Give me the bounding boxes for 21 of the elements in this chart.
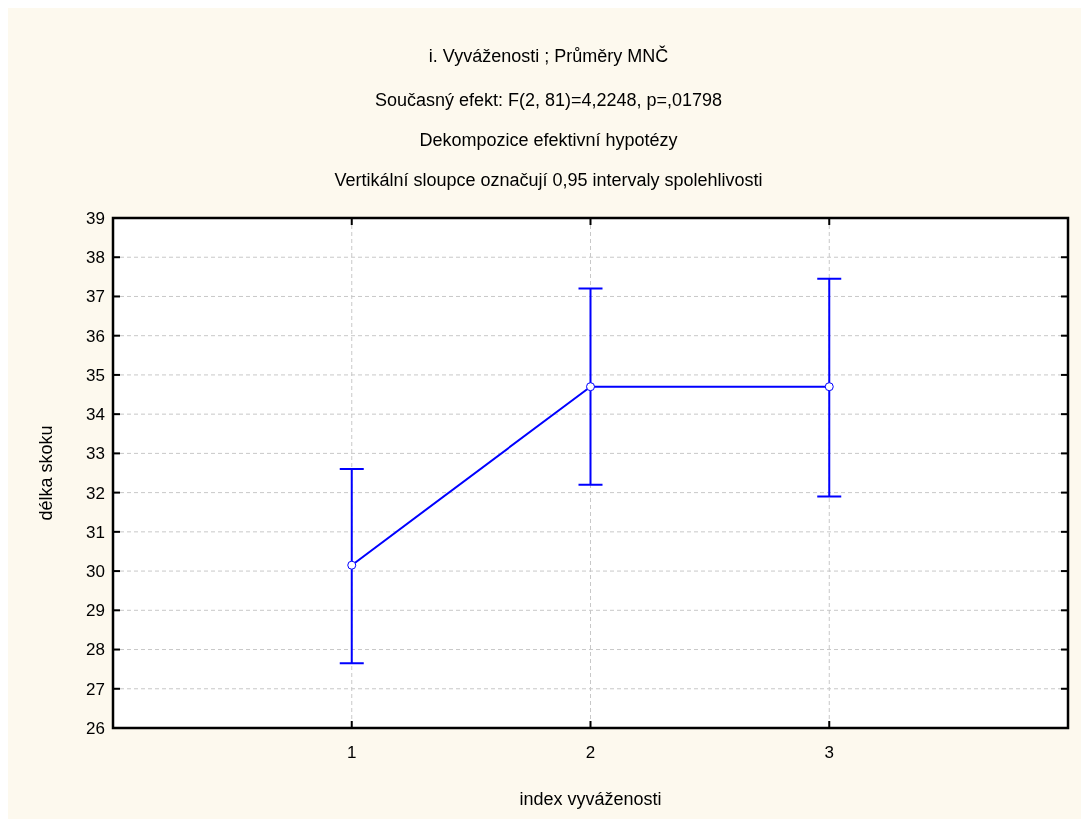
y-tick-label: 32 <box>86 483 105 503</box>
x-tick-label: 3 <box>824 743 834 762</box>
y-axis-title: délka skoku <box>36 425 56 521</box>
y-tick-label: 36 <box>86 326 105 346</box>
x-tick-label: 2 <box>585 743 596 762</box>
y-tick-label: 29 <box>86 601 105 621</box>
y-tick-label: 28 <box>86 640 105 660</box>
y-tick-label: 35 <box>86 365 105 385</box>
y-tick-label: 27 <box>86 679 105 699</box>
chart-subtitle: Současný efekt: F(2, 81)=4,2248, p=,01798 Dekompozice efektivní hypotézy Vertikální sloupce označují 0,95 intervaly spolehlivosti <box>334 90 763 190</box>
y-tick-label: 34 <box>86 405 105 425</box>
y-tick-label: 37 <box>86 287 105 307</box>
y-tick-label: 33 <box>86 444 105 464</box>
chart-title: i. Vyváženosti ; Průměry MNČ <box>428 45 669 66</box>
y-tick-label: 30 <box>86 562 105 582</box>
y-tick-label: 31 <box>86 522 105 542</box>
y-tick-label: 38 <box>86 248 105 268</box>
x-tick-label: 1 <box>347 743 357 762</box>
x-axis-title: index vyváženosti <box>519 789 662 809</box>
y-tick-label: 26 <box>86 718 105 738</box>
y-tick-label: 39 <box>86 208 105 228</box>
